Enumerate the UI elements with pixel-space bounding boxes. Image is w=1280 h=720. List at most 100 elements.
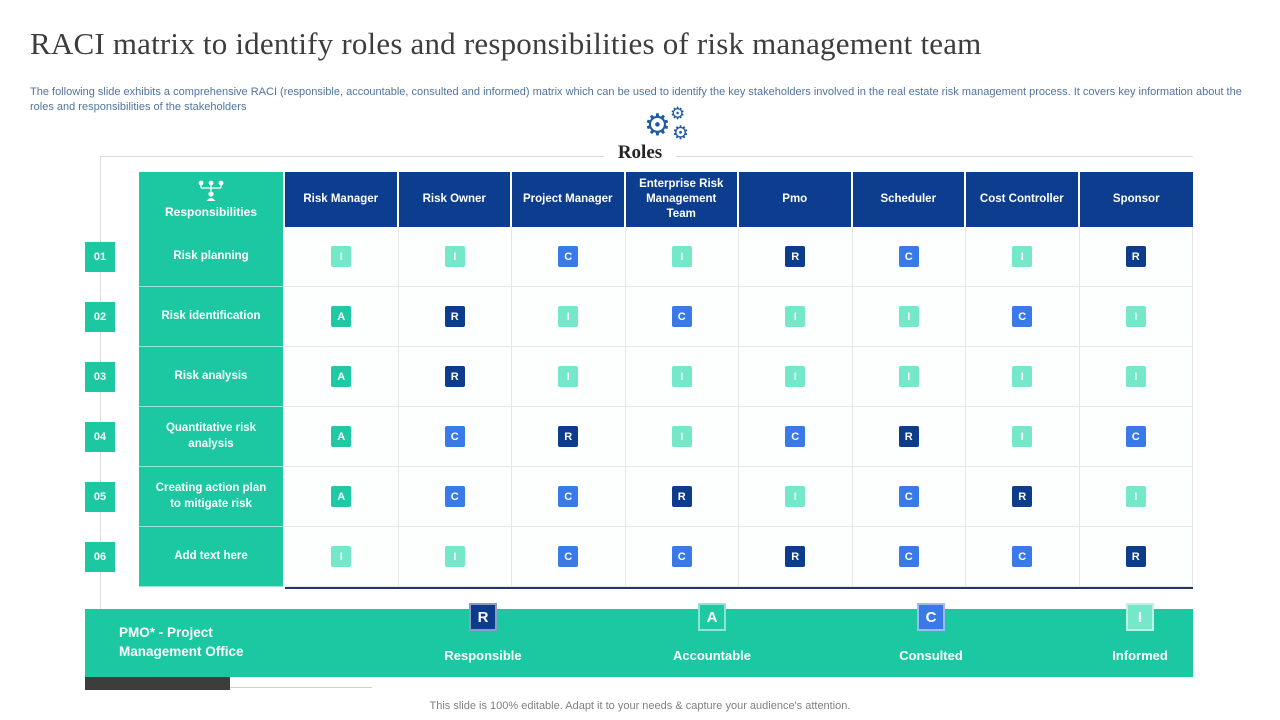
raci-cell: C	[966, 527, 1080, 587]
raci-value-badge: R	[1125, 546, 1146, 567]
slide-description: The following slide exhibits a comprehen…	[30, 86, 1242, 114]
raci-value-badge: I	[671, 366, 692, 387]
raci-value-badge: R	[1125, 246, 1146, 267]
column-header-erm-team: Enterprise Risk Management Team	[625, 172, 739, 227]
legend-item-responsible: R Responsible	[423, 603, 543, 663]
table-row: Creating action plan to mitigate risk A …	[139, 467, 1193, 527]
raci-cell: R	[398, 287, 512, 347]
raci-cell: C	[1079, 407, 1193, 467]
raci-cell: R	[1079, 227, 1193, 287]
raci-cell: I	[625, 407, 739, 467]
raci-cell: C	[966, 287, 1080, 347]
raci-cell: C	[398, 407, 512, 467]
raci-value-badge: R	[444, 306, 465, 327]
raci-value-badge: R	[785, 246, 806, 267]
raci-cell: I	[739, 467, 853, 527]
raci-cell: A	[285, 407, 399, 467]
row-number: 01	[85, 242, 115, 272]
table-row: Risk identification A R I C I I C I	[139, 287, 1193, 347]
raci-cell: I	[966, 347, 1080, 407]
raci-value-badge: I	[671, 246, 692, 267]
raci-value-badge: I	[898, 366, 919, 387]
raci-value-badge: C	[444, 426, 465, 447]
page-title: RACI matrix to identify roles and respon…	[30, 26, 982, 61]
raci-cell: I	[1079, 347, 1193, 407]
raci-cell: R	[852, 407, 966, 467]
raci-value-badge: C	[671, 546, 692, 567]
row-label: Risk planning	[139, 227, 285, 287]
table-row: Risk analysis A R I I I I I I	[139, 347, 1193, 407]
raci-cell: I	[625, 347, 739, 407]
raci-cell: I	[966, 407, 1080, 467]
raci-cell: C	[852, 527, 966, 587]
raci-cell: R	[398, 347, 512, 407]
raci-cell: R	[739, 527, 853, 587]
row-number: 04	[85, 422, 115, 452]
raci-value-badge: C	[785, 426, 806, 447]
raci-value-badge: I	[1012, 426, 1033, 447]
raci-cell: A	[285, 347, 399, 407]
raci-value-badge: A	[331, 486, 352, 507]
row-label: Risk identification	[139, 287, 285, 347]
raci-cell: R	[1079, 527, 1193, 587]
column-header-risk-owner: Risk Owner	[398, 172, 512, 227]
column-header-risk-manager: Risk Manager	[285, 172, 399, 227]
header-row: Responsibilities Risk Manager Risk Owner…	[139, 172, 1193, 227]
raci-value-badge: I	[444, 546, 465, 567]
raci-cell: R	[739, 227, 853, 287]
raci-cell: R	[966, 467, 1080, 527]
raci-value-badge: R	[1012, 486, 1033, 507]
table-row: Add text here I I C C R C C R	[139, 527, 1193, 587]
raci-value-badge: I	[1125, 486, 1146, 507]
raci-cell: C	[852, 467, 966, 527]
gear-icon: ⚙	[672, 123, 690, 144]
raci-cell: C	[512, 527, 626, 587]
raci-value-badge: C	[898, 546, 919, 567]
responsibilities-label: Responsibilities	[164, 205, 258, 219]
raci-value-badge: I	[331, 546, 352, 567]
gears-roles-icon: ⚙ ⚙ ⚙	[636, 104, 706, 146]
column-header-pmo: Pmo	[739, 172, 853, 227]
raci-cell: I	[852, 287, 966, 347]
row-number: 05	[85, 482, 115, 512]
legend-label: Informed	[1112, 648, 1168, 663]
raci-value-badge: C	[1125, 426, 1146, 447]
raci-cell: I	[1079, 467, 1193, 527]
bottom-left-line	[230, 687, 372, 688]
raci-value-badge: I	[558, 306, 579, 327]
raci-value-badge: A	[331, 306, 352, 327]
table-row: Risk planning I I C I R C I R	[139, 227, 1193, 287]
legend-item-consulted: C Consulted	[871, 603, 991, 663]
raci-cell: I	[1079, 287, 1193, 347]
raci-cell: I	[398, 227, 512, 287]
raci-cell: C	[739, 407, 853, 467]
raci-cell: C	[625, 527, 739, 587]
raci-cell: R	[512, 407, 626, 467]
row-number: 02	[85, 302, 115, 332]
raci-cell: I	[852, 347, 966, 407]
raci-cell: C	[512, 227, 626, 287]
raci-value-badge: C	[444, 486, 465, 507]
raci-value-badge: I	[671, 426, 692, 447]
legend-item-informed: I Informed	[1080, 603, 1200, 663]
raci-value-badge: I	[444, 246, 465, 267]
raci-cell: I	[739, 347, 853, 407]
bottom-left-bar	[85, 677, 230, 690]
raci-cell: C	[398, 467, 512, 527]
raci-value-badge: I	[1125, 306, 1146, 327]
legend-badge-a: A	[698, 603, 726, 631]
raci-cell: A	[285, 287, 399, 347]
raci-value-badge: C	[898, 246, 919, 267]
raci-value-badge: I	[1012, 246, 1033, 267]
raci-value-badge: C	[558, 486, 579, 507]
raci-value-badge: I	[785, 366, 806, 387]
raci-matrix-table: Responsibilities Risk Manager Risk Owner…	[139, 172, 1193, 587]
legend-badge-r: R	[469, 603, 497, 631]
raci-cell: I	[625, 227, 739, 287]
raci-cell: I	[398, 527, 512, 587]
row-label: Risk analysis	[139, 347, 285, 407]
raci-value-badge: C	[558, 546, 579, 567]
raci-value-badge: R	[898, 426, 919, 447]
legend-badge-i: I	[1126, 603, 1154, 631]
